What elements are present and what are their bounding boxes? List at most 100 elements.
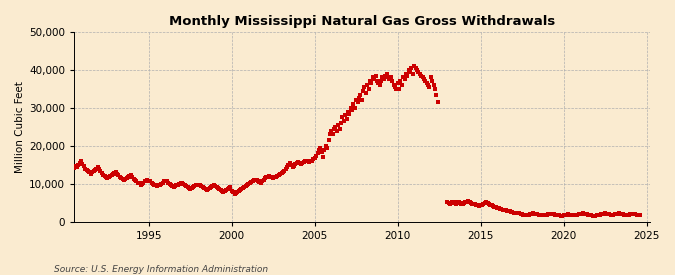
Point <box>174 182 185 186</box>
Point <box>391 87 402 91</box>
Point <box>168 185 179 189</box>
Point <box>239 185 250 189</box>
Point <box>453 200 464 205</box>
Point <box>569 213 580 218</box>
Point <box>429 87 440 91</box>
Point <box>301 158 312 163</box>
Point <box>375 83 385 87</box>
Point <box>227 190 238 195</box>
Point <box>321 144 331 148</box>
Point <box>597 211 608 216</box>
Point <box>383 75 394 80</box>
Point <box>236 186 247 191</box>
Point <box>551 213 562 217</box>
Point <box>589 214 599 218</box>
Point <box>371 79 382 84</box>
Point <box>478 202 489 206</box>
Point <box>265 174 276 179</box>
Point <box>127 175 138 179</box>
Point <box>188 185 198 189</box>
Point <box>512 211 523 215</box>
Point <box>310 154 321 159</box>
Point <box>308 157 319 162</box>
Point <box>464 200 475 204</box>
Point <box>105 174 115 178</box>
Point <box>483 202 494 206</box>
Point <box>292 161 302 166</box>
Point <box>380 73 391 78</box>
Point <box>560 213 570 217</box>
Point <box>163 180 173 185</box>
Point <box>545 211 556 216</box>
Point <box>186 186 197 190</box>
Point <box>145 179 156 184</box>
Point <box>564 212 574 217</box>
Point <box>467 201 478 206</box>
Point <box>608 212 619 217</box>
Point <box>615 211 626 216</box>
Point <box>550 213 561 217</box>
Point <box>553 213 564 218</box>
Point <box>334 126 345 131</box>
Point <box>235 188 246 192</box>
Point <box>97 171 107 175</box>
Point <box>418 77 429 82</box>
Point <box>306 158 317 163</box>
Point <box>477 202 487 207</box>
Point <box>341 117 352 122</box>
Point <box>189 184 200 188</box>
Y-axis label: Million Cubic Feet: Million Cubic Feet <box>15 81 25 173</box>
Point <box>510 211 520 215</box>
Point <box>570 213 581 217</box>
Point <box>529 211 540 216</box>
Point <box>95 169 106 174</box>
Point <box>72 165 82 170</box>
Text: Source: U.S. Energy Information Administration: Source: U.S. Energy Information Administ… <box>54 265 268 274</box>
Point <box>458 200 469 205</box>
Point <box>394 87 404 91</box>
Point <box>126 173 136 177</box>
Point <box>356 98 367 103</box>
Point <box>84 170 95 175</box>
Point <box>218 189 229 194</box>
Point <box>367 75 378 80</box>
Point <box>200 187 211 191</box>
Point <box>242 183 252 187</box>
Point <box>499 208 510 212</box>
Point <box>350 106 360 110</box>
Point <box>149 182 160 187</box>
Point <box>463 199 474 203</box>
Point <box>486 203 497 208</box>
Point <box>466 200 477 205</box>
Point <box>148 182 159 186</box>
Point <box>558 213 569 218</box>
Point <box>395 79 406 84</box>
Point <box>196 184 207 188</box>
Point <box>404 68 414 72</box>
Point <box>573 212 584 216</box>
Point <box>618 212 628 216</box>
Point <box>340 113 350 118</box>
Point <box>373 81 383 85</box>
Point <box>485 202 495 207</box>
Point <box>424 85 435 89</box>
Point <box>377 75 388 80</box>
Point <box>335 121 346 125</box>
Point <box>205 186 215 190</box>
Point <box>524 212 535 217</box>
Point <box>602 212 613 216</box>
Point <box>219 189 230 193</box>
Point <box>190 183 201 188</box>
Point <box>521 213 532 217</box>
Point <box>541 212 552 217</box>
Point <box>315 145 325 150</box>
Point <box>63 161 74 166</box>
Point <box>260 176 271 181</box>
Point <box>198 186 209 190</box>
Point <box>535 213 545 217</box>
Point <box>333 123 344 127</box>
Point <box>107 172 118 176</box>
Point <box>157 180 168 185</box>
Point <box>370 73 381 78</box>
Point <box>428 83 439 87</box>
